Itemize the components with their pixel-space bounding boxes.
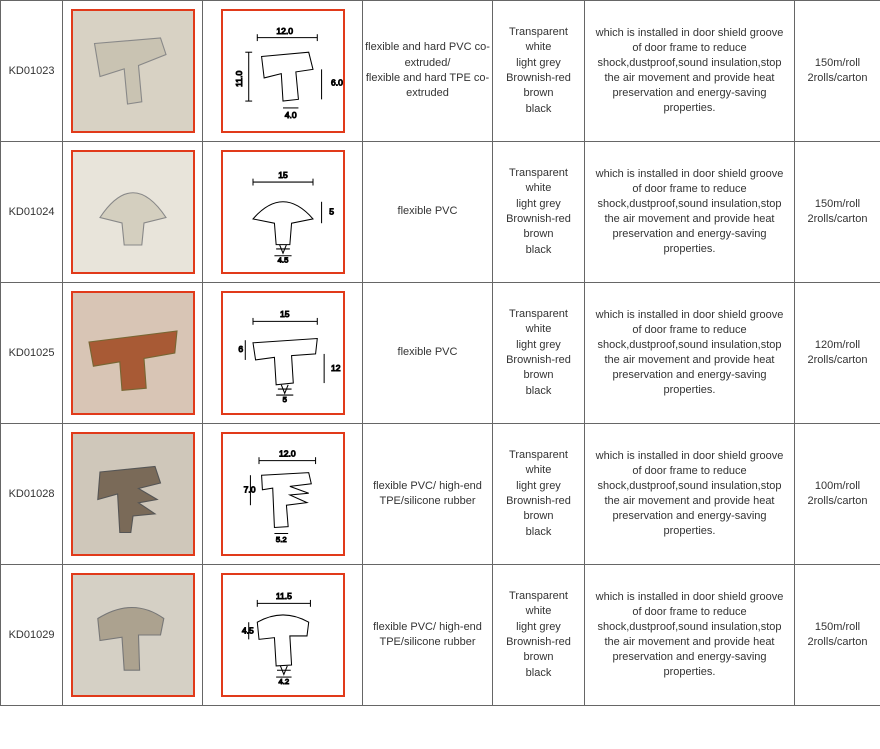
svg-text:7.0: 7.0 [243, 484, 255, 494]
technical-drawing: 11.5 4.5 4.2 [223, 575, 343, 695]
packaging: 150m/roll 2rolls/carton [795, 1, 880, 142]
svg-text:11.5: 11.5 [275, 591, 291, 601]
product-code: KD01024 [1, 142, 63, 283]
svg-text:15: 15 [279, 309, 289, 319]
material: flexible PVC [363, 283, 493, 424]
packaging: 100m/roll 2rolls/carton [795, 424, 880, 565]
drawing-frame: 12.0 11.0 6.0 4.0 [221, 9, 345, 133]
svg-text:4.5: 4.5 [277, 255, 288, 264]
product-code: KD01029 [1, 565, 63, 706]
technical-drawing: 12.0 7.0 5.2 [223, 434, 343, 554]
description: which is installed in door shield groove… [585, 283, 795, 424]
material: flexible PVC [363, 142, 493, 283]
svg-text:11.0: 11.0 [233, 70, 243, 86]
svg-text:6: 6 [238, 344, 243, 354]
photo-frame [71, 150, 195, 274]
product-drawing-cell: 15 5 4.5 [203, 142, 363, 283]
drawing-frame: 12.0 7.0 5.2 [221, 432, 345, 556]
svg-text:15: 15 [278, 169, 288, 179]
photo-frame [71, 573, 195, 697]
technical-drawing: 15 6 12 5 [223, 293, 343, 413]
table-row: KD01028 12.0 7.0 5.2 flexible PVC/ high-… [1, 424, 880, 565]
technical-drawing: 15 5 4.5 [223, 152, 343, 272]
product-drawing-cell: 12.0 11.0 6.0 4.0 [203, 1, 363, 142]
drawing-frame: 15 5 4.5 [221, 150, 345, 274]
product-code: KD01028 [1, 424, 63, 565]
table-row: KD01025 15 6 12 5 flexible PVC Transpare… [1, 283, 880, 424]
svg-text:12.0: 12.0 [278, 448, 295, 458]
material: flexible PVC/ high-end TPE/silicone rubb… [363, 565, 493, 706]
table-row: KD01029 11.5 4.5 4.2 flexible PVC/ high-… [1, 565, 880, 706]
color-options: Transparent white light grey Brownish-re… [493, 424, 585, 565]
description: which is installed in door shield groove… [585, 142, 795, 283]
description: which is installed in door shield groove… [585, 1, 795, 142]
seal-photo [73, 575, 193, 695]
svg-text:5: 5 [282, 394, 286, 403]
svg-text:6.0: 6.0 [331, 77, 343, 87]
svg-text:12.0: 12.0 [276, 26, 293, 36]
product-drawing-cell: 12.0 7.0 5.2 [203, 424, 363, 565]
photo-frame [71, 9, 195, 133]
product-photo-cell [63, 565, 203, 706]
technical-drawing: 12.0 11.0 6.0 4.0 [223, 11, 343, 131]
packaging: 150m/roll 2rolls/carton [795, 565, 880, 706]
product-drawing-cell: 11.5 4.5 4.2 [203, 565, 363, 706]
product-drawing-cell: 15 6 12 5 [203, 283, 363, 424]
color-options: Transparent white light grey Brownish-re… [493, 565, 585, 706]
product-code: KD01025 [1, 283, 63, 424]
drawing-frame: 11.5 4.5 4.2 [221, 573, 345, 697]
photo-frame [71, 291, 195, 415]
svg-text:4.2: 4.2 [278, 676, 289, 685]
table-row: KD01023 12.0 11.0 6.0 4.0 flexible and h… [1, 1, 880, 142]
color-options: Transparent white light grey Brownish-re… [493, 142, 585, 283]
packaging: 120m/roll 2rolls/carton [795, 283, 880, 424]
svg-text:5.2: 5.2 [275, 535, 286, 544]
packaging: 150m/roll 2rolls/carton [795, 142, 880, 283]
product-photo-cell [63, 283, 203, 424]
drawing-frame: 15 6 12 5 [221, 291, 345, 415]
svg-text:4.0: 4.0 [284, 110, 296, 120]
product-photo-cell [63, 424, 203, 565]
product-code: KD01023 [1, 1, 63, 142]
product-table: KD01023 12.0 11.0 6.0 4.0 flexible and h… [0, 0, 880, 706]
color-options: Transparent white light grey Brownish-re… [493, 1, 585, 142]
description: which is installed in door shield groove… [585, 424, 795, 565]
seal-photo [73, 434, 193, 554]
seal-photo [73, 293, 193, 413]
seal-photo [73, 152, 193, 272]
product-photo-cell [63, 142, 203, 283]
svg-text:12: 12 [331, 363, 341, 373]
product-photo-cell [63, 1, 203, 142]
material: flexible and hard PVC co-extruded/ flexi… [363, 1, 493, 142]
seal-photo [73, 11, 193, 131]
photo-frame [71, 432, 195, 556]
svg-text:5: 5 [329, 206, 334, 216]
material: flexible PVC/ high-end TPE/silicone rubb… [363, 424, 493, 565]
color-options: Transparent white light grey Brownish-re… [493, 283, 585, 424]
description: which is installed in door shield groove… [585, 565, 795, 706]
table-row: KD01024 15 5 4.5 flexible PVC Transparen… [1, 142, 880, 283]
svg-text:4.5: 4.5 [241, 625, 253, 635]
